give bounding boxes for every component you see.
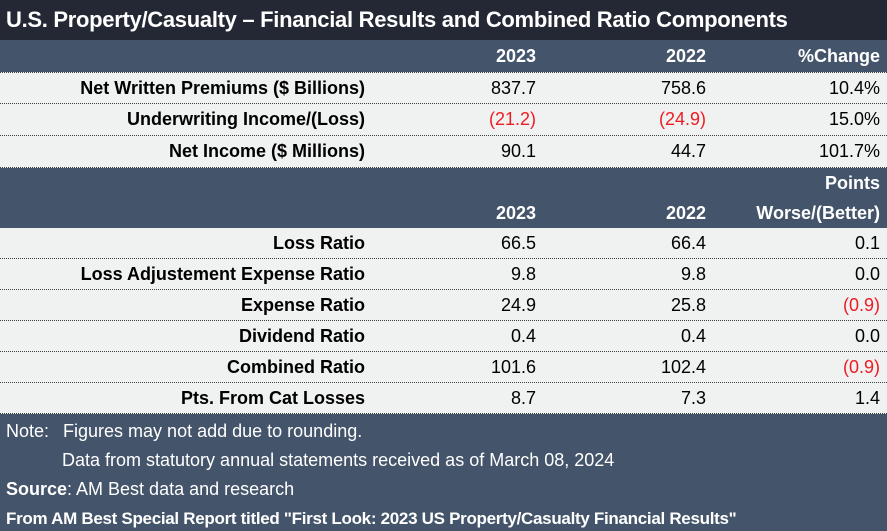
- value-change: (0.9): [842, 356, 880, 377]
- value-2023: 90.1: [500, 141, 536, 161]
- value-2022: 9.8: [680, 263, 706, 284]
- table-row: Expense Ratio 24.9 25.8 (0.9): [0, 290, 887, 321]
- value-2022: 758.6: [660, 77, 706, 98]
- value-2023: 9.8: [510, 263, 536, 284]
- value-2023: 24.9: [500, 294, 536, 315]
- value-change: 0.0: [854, 325, 880, 346]
- col-header-2022: 2022: [665, 202, 706, 223]
- value-2023: 101.6: [490, 356, 536, 377]
- ratio-header-block: Points 2023 2022 Worse/(Better): [0, 168, 887, 228]
- note-text: Figures may not add due to rounding.: [63, 421, 363, 441]
- ratio-header-points-line: Points: [0, 168, 887, 198]
- financial-header-row: 2023 2022 %Change: [0, 40, 887, 72]
- col-header-change: %Change: [797, 45, 880, 66]
- note-label: Note:: [6, 421, 50, 441]
- footnotes: Note: Figures may not add due to rounding…: [0, 414, 887, 531]
- source-line: Source: AM Best data and research: [6, 475, 881, 504]
- table-row: Dividend Ratio 0.4 0.4 0.0: [0, 321, 887, 352]
- table-row: Net Written Premiums ($ Billions) 837.7 …: [0, 72, 887, 104]
- combined-ratio-section: Loss Ratio 66.5 66.4 0.1 Loss Adjustemen…: [0, 228, 887, 414]
- value-2022: 0.4: [680, 325, 706, 346]
- source-label: Source: [6, 479, 68, 499]
- col-header-2023: 2023: [495, 45, 536, 66]
- value-2023: 837.7: [490, 77, 536, 98]
- table-row: Underwriting Income/(Loss) (21.2) (24.9)…: [0, 104, 887, 136]
- col-header-2023: 2023: [495, 202, 536, 223]
- col-header-2022: 2022: [665, 45, 706, 66]
- table-row: Pts. From Cat Losses 8.7 7.3 1.4: [0, 383, 887, 414]
- row-label: Combined Ratio: [227, 356, 365, 377]
- row-label: Pts. From Cat Losses: [180, 387, 365, 408]
- value-2023: 8.7: [510, 387, 536, 408]
- value-2023: 0.4: [510, 325, 536, 346]
- col-header-points: Points: [824, 172, 880, 193]
- table-row: Combined Ratio 101.6 102.4 (0.9): [0, 352, 887, 383]
- row-label: Net Written Premiums ($ Billions): [80, 77, 365, 98]
- row-label: Loss Ratio: [272, 232, 365, 253]
- value-change: 101.7%: [818, 141, 880, 161]
- value-change: 0.1: [854, 232, 880, 253]
- row-label: Net Income ($ Millions): [168, 141, 365, 161]
- value-2022: 66.4: [670, 232, 706, 253]
- table-row: Net Income ($ Millions) 90.1 44.7 101.7%: [0, 136, 887, 168]
- value-change: 10.4%: [828, 77, 880, 98]
- value-2022: 44.7: [670, 141, 706, 161]
- table-row: Loss Ratio 66.5 66.4 0.1: [0, 228, 887, 259]
- note-line: Note: Figures may not add due to rounding…: [6, 417, 881, 446]
- value-2022: 102.4: [660, 356, 706, 377]
- value-2022: 7.3: [680, 387, 706, 408]
- value-2022: (24.9): [658, 109, 706, 129]
- value-change: 0.0: [854, 263, 880, 284]
- value-2023: (21.2): [488, 109, 536, 129]
- value-change: (0.9): [842, 294, 880, 315]
- value-change: 15.0%: [828, 109, 880, 129]
- ratio-header-years-line: 2023 2022 Worse/(Better): [0, 198, 887, 228]
- report-title-line: From AM Best Special Report titled "Firs…: [6, 509, 737, 528]
- value-change: 1.4: [854, 387, 880, 408]
- value-2022: 25.8: [670, 294, 706, 315]
- row-label: Underwriting Income/(Loss): [126, 109, 365, 129]
- value-2023: 66.5: [500, 232, 536, 253]
- col-header-worse-better: Worse/(Better): [756, 202, 880, 223]
- financial-results-section: Net Written Premiums ($ Billions) 837.7 …: [0, 72, 887, 168]
- page-title: U.S. Property/Casualty – Financial Resul…: [0, 0, 887, 40]
- row-label: Loss Adjustement Expense Ratio: [80, 263, 365, 284]
- source-text: : AM Best data and research: [67, 479, 295, 499]
- table-row: Loss Adjustement Expense Ratio 9.8 9.8 0…: [0, 259, 887, 290]
- data-asof-line: Data from statutory annual statements re…: [62, 450, 615, 470]
- row-label: Dividend Ratio: [238, 325, 365, 346]
- row-label: Expense Ratio: [240, 294, 365, 315]
